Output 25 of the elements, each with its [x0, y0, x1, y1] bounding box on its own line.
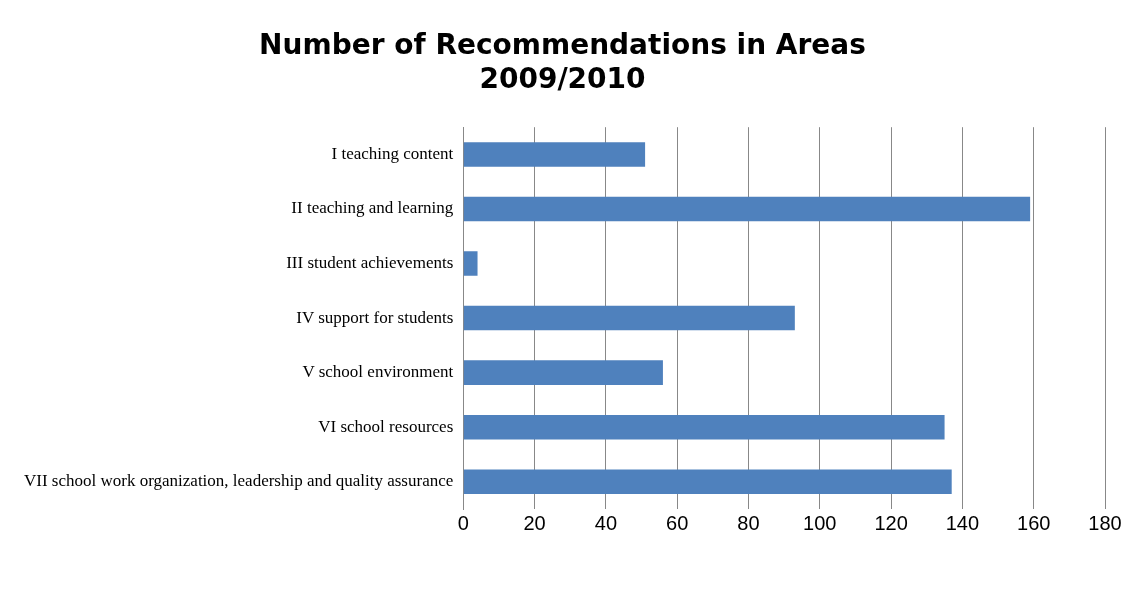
x-tick-label: 0	[457, 511, 469, 534]
y-tick-label: IV support for students	[296, 307, 454, 327]
x-tick-label: 60	[666, 511, 689, 534]
x-tick-label: 160	[1017, 511, 1051, 534]
x-tick-label: 140	[945, 511, 980, 534]
y-tick-label: I teaching content	[331, 143, 454, 163]
bar	[463, 469, 952, 494]
x-tick-label: 20	[523, 511, 546, 534]
y-tick-label: VII school work organization, leadership and quality assurance	[23, 471, 454, 491]
x-tick-label: 120	[874, 511, 908, 534]
chart-title: Number of Recommendations in Areas 2009/2010	[259, 28, 866, 95]
x-tick-label: 40	[594, 511, 618, 534]
bar	[463, 305, 795, 331]
bar	[463, 360, 663, 385]
y-tick-label: VI school resources	[318, 416, 454, 436]
y-tick-label: II teaching and learning	[291, 198, 454, 218]
bar	[463, 251, 478, 276]
x-tick-label: 80	[737, 511, 760, 534]
y-tick-label: V school environment	[302, 362, 454, 382]
x-tick-label: 180	[1088, 511, 1122, 534]
bar	[463, 142, 646, 167]
y-tick-label: III student achievements	[286, 253, 454, 273]
bar	[463, 196, 1031, 222]
bar	[463, 414, 945, 440]
x-tick-label: 100	[803, 511, 837, 534]
